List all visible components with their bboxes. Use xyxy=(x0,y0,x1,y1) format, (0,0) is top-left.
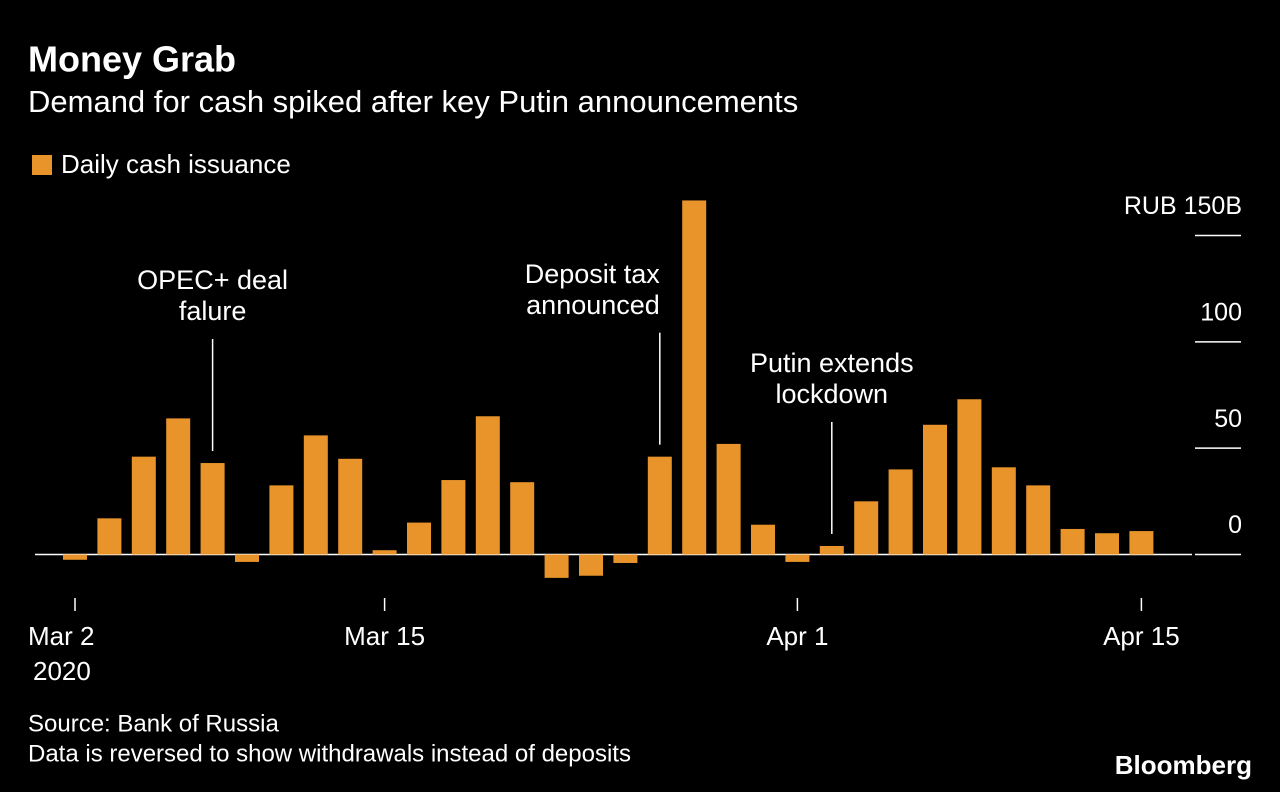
bar xyxy=(923,424,947,555)
annotation-text: Putin extends xyxy=(750,348,914,378)
bar xyxy=(372,550,397,555)
x-tick-label: Mar 2 xyxy=(28,621,94,651)
bar xyxy=(1095,533,1119,555)
brand: Bloomberg xyxy=(1115,750,1252,780)
y-tick-label: RUB 150B xyxy=(1124,192,1242,220)
note: Data is reversed to show withdrawals ins… xyxy=(28,740,631,767)
bar xyxy=(819,545,844,555)
chart-title: Money Grab xyxy=(28,39,236,80)
bar xyxy=(785,554,810,562)
bar xyxy=(579,554,603,576)
y-tick-label: 100 xyxy=(1200,298,1242,326)
bar xyxy=(716,443,741,555)
bar xyxy=(166,418,191,555)
chart-subtitle: Demand for cash spiked after key Putin a… xyxy=(28,84,798,119)
x-year-label: 2020 xyxy=(33,656,91,686)
bar xyxy=(957,399,982,555)
annotation-text: Deposit tax xyxy=(525,259,661,289)
bar xyxy=(63,554,87,560)
bar xyxy=(338,458,363,555)
bar xyxy=(854,501,879,555)
x-tick-label: Apr 15 xyxy=(1103,621,1180,651)
bar xyxy=(475,416,500,555)
annotation-text: OPEC+ deal xyxy=(137,265,288,295)
bar xyxy=(682,200,707,555)
bar xyxy=(544,554,569,578)
bar xyxy=(888,469,913,555)
bar xyxy=(613,554,638,563)
x-tick-label: Apr 1 xyxy=(766,621,828,651)
bar xyxy=(1060,528,1085,555)
bar xyxy=(269,485,294,555)
y-tick-label: 0 xyxy=(1228,511,1242,539)
bar xyxy=(407,522,431,555)
legend-label: Daily cash issuance xyxy=(61,149,291,179)
bar xyxy=(991,467,1016,555)
bar xyxy=(200,463,225,555)
bar xyxy=(751,524,775,555)
bar xyxy=(510,482,535,555)
y-tick-label: 50 xyxy=(1214,405,1242,433)
legend-swatch xyxy=(32,155,52,175)
bar xyxy=(235,554,259,562)
bar xyxy=(1129,531,1154,555)
annotation-text: announced xyxy=(526,290,660,320)
annotation-text: lockdown xyxy=(776,379,889,409)
bar xyxy=(647,456,672,555)
x-tick-label: Mar 15 xyxy=(344,621,425,651)
annotation-text: falure xyxy=(179,296,247,326)
bar xyxy=(1026,485,1051,555)
bar xyxy=(97,518,122,555)
bar xyxy=(131,456,156,555)
source: Source: Bank of Russia xyxy=(28,710,279,737)
bar xyxy=(303,435,328,555)
bar xyxy=(441,480,466,555)
